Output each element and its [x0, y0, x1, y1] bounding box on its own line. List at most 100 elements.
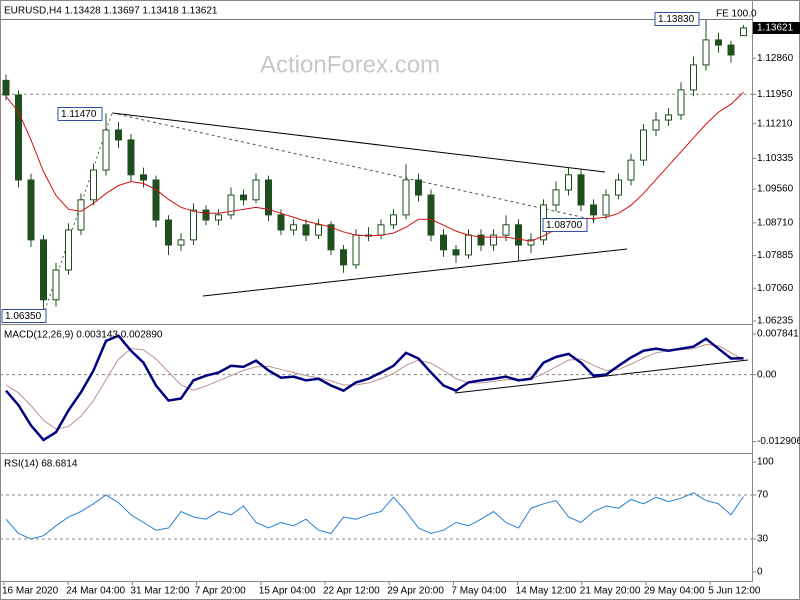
candle-body	[277, 214, 285, 231]
candle-body	[665, 114, 672, 121]
y-tick-label: 1.06235	[757, 316, 794, 327]
y-tick-label: 0	[757, 567, 763, 578]
x-tick-label: 5 Jun 12:00	[708, 586, 761, 597]
annotation-box	[57, 107, 103, 121]
y-tick-label: 0.00	[757, 369, 777, 380]
x-tick-label: 31 Mar 12:00	[130, 586, 189, 597]
y-tick-label: 30	[757, 534, 769, 545]
candle-body	[615, 179, 622, 196]
candle-body	[390, 214, 397, 226]
y-tick-label: 1.07060	[757, 283, 794, 294]
x-tick-label: 29 Apr 20:00	[387, 586, 444, 597]
candle-body	[627, 159, 635, 181]
y-tick-label: 0.007841	[757, 329, 799, 340]
pane-title: MACD(12,26,9) 0.003143 0.002890	[4, 330, 163, 341]
candle-body	[440, 234, 447, 251]
candle-body	[340, 249, 347, 266]
candle-body	[27, 179, 35, 241]
candle-body	[165, 219, 172, 246]
candle-body	[527, 239, 535, 246]
y-tick-label: -0.012906	[757, 436, 800, 447]
candle-body	[90, 169, 97, 201]
y-tick-label: 100	[757, 457, 774, 468]
x-tick-label: 21 May 20:00	[580, 586, 641, 597]
y-tick-label: 1.12860	[757, 53, 794, 64]
candle-body	[577, 174, 585, 206]
price-marker	[753, 21, 800, 34]
annotation-box	[1, 309, 47, 323]
watermark: ActionForex.com	[260, 51, 440, 78]
candle-body	[115, 129, 122, 141]
candle-body	[202, 209, 210, 221]
candle-body	[377, 224, 385, 236]
candle-body	[727, 44, 735, 56]
candle-body	[590, 204, 597, 216]
candle-body	[640, 129, 647, 161]
candle-body	[352, 234, 360, 266]
trend-line	[454, 359, 749, 394]
candle-body	[252, 179, 260, 201]
candle-body	[152, 179, 160, 221]
annotation: 1.06350	[5, 311, 42, 322]
candle-body	[465, 234, 472, 256]
candle-body	[265, 179, 272, 216]
trend-line	[111, 112, 596, 221]
x-tick-label: 24 Mar 04:00	[66, 586, 125, 597]
trend-line	[111, 112, 606, 173]
candle-body	[452, 249, 460, 256]
candle-body	[740, 27, 747, 37]
candle-body	[677, 89, 685, 116]
x-tick-label: 16 Mar 2020	[2, 586, 59, 597]
y-tick-label: 1.08710	[757, 217, 794, 228]
annotation: FE 100.0	[716, 9, 757, 20]
plots	[0, 19, 752, 540]
candle-body	[177, 239, 185, 246]
candle-body	[515, 224, 522, 246]
y-tick-label: 1.10335	[757, 153, 794, 164]
candle-body	[402, 179, 410, 216]
y-tick-label: 70	[757, 490, 769, 501]
y-tick-label: 1.11950	[757, 89, 793, 100]
candle-body	[190, 209, 197, 241]
candle-body	[215, 214, 222, 221]
x-tick-label: 15 Apr 04:00	[259, 586, 316, 597]
annotation-box	[654, 12, 700, 26]
x-tick-label: 29 May 04:00	[644, 586, 705, 597]
annotation: 1.11470	[61, 109, 97, 120]
annotation: 1.13830	[658, 14, 695, 25]
series-line	[5, 344, 744, 430]
candle-body	[302, 224, 310, 236]
candle-body	[552, 189, 560, 206]
candle-body	[102, 129, 110, 171]
candle-body	[240, 194, 247, 201]
candle-body	[2, 79, 10, 96]
chart-title: EURUSD,H4 1.13428 1.13697 1.13418 1.1362…	[4, 6, 218, 17]
candle-body	[652, 119, 660, 131]
candle-body	[415, 179, 422, 196]
y-tick-label: 1.09560	[757, 184, 794, 195]
candle-body	[502, 224, 510, 236]
candle-body	[40, 239, 47, 301]
candle-body	[65, 229, 72, 271]
annotation-box	[542, 218, 588, 232]
moving-average	[5, 91, 744, 242]
candle-body	[315, 224, 322, 236]
candle-body	[602, 194, 610, 216]
candle-body	[690, 64, 697, 91]
y-tick-label: 1.11210	[757, 118, 793, 129]
candle-body	[715, 39, 722, 46]
candle-body	[15, 94, 22, 181]
annotation: 1.08700	[546, 220, 583, 231]
x-tick-label: 7 Apr 20:00	[195, 586, 247, 597]
candle-body	[477, 234, 485, 246]
candle-body	[140, 174, 147, 181]
y-tick-label: 1.13621	[757, 23, 794, 34]
series-line	[5, 492, 744, 540]
trend-line	[202, 248, 628, 297]
x-tick-label: 22 Apr 12:00	[323, 586, 380, 597]
candle-body	[427, 194, 435, 236]
series-line	[5, 334, 744, 442]
x-tick-label: 14 May 12:00	[516, 586, 577, 597]
